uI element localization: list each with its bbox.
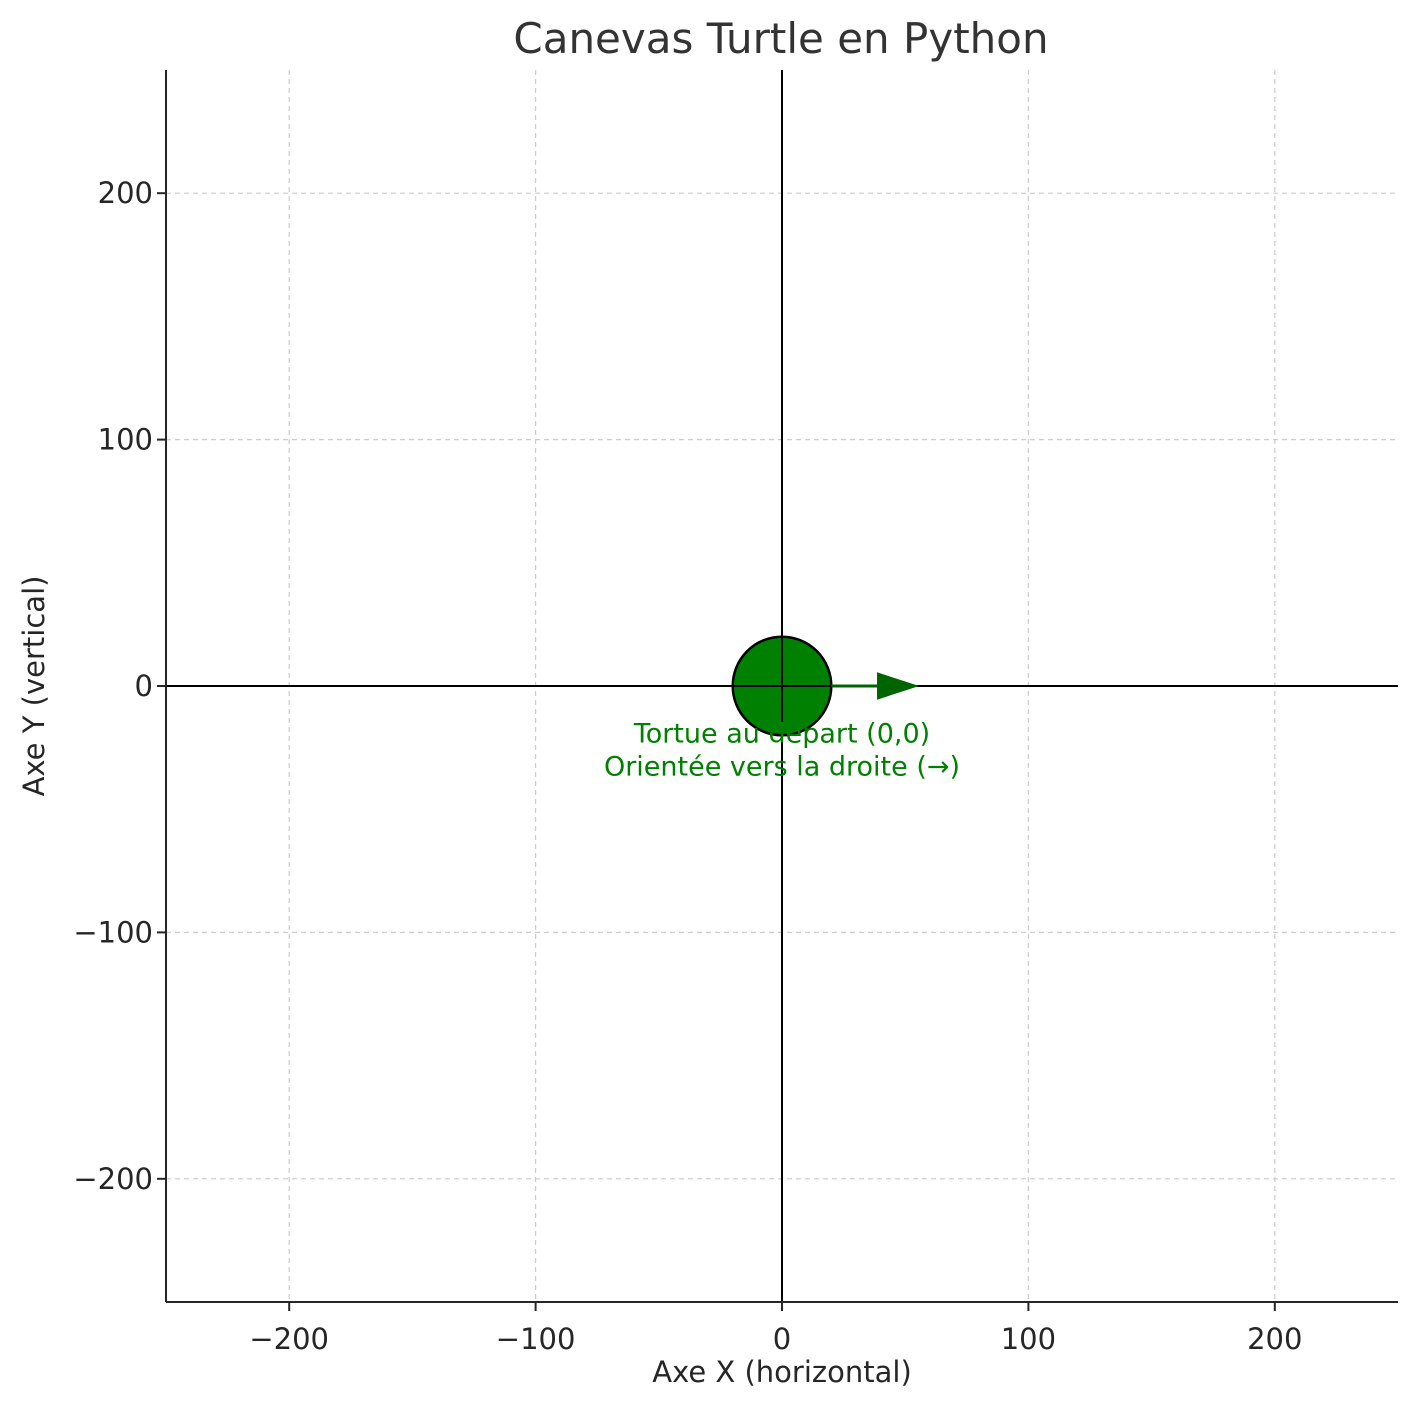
x-tick-label-3: 100: [1001, 1322, 1056, 1356]
y-tick-label-0: −200: [73, 1162, 153, 1196]
x-axis-label: Axe X (horizontal): [652, 1355, 912, 1389]
y-tick-label-4: 200: [98, 176, 153, 210]
x-tick-label-0: −200: [249, 1322, 329, 1356]
chart-title: Canevas Turtle en Python: [513, 14, 1048, 63]
x-tick-label-4: 200: [1247, 1322, 1302, 1356]
y-axis-ticks: −200 −100 0 100 200: [73, 176, 166, 1196]
annotation-line-2: Orientée vers la droite (→): [604, 752, 960, 783]
x-tick-label-2: 0: [773, 1322, 791, 1356]
y-tick-label-1: −100: [73, 915, 153, 949]
annotation-line-1: Tortue au départ (0,0): [633, 719, 930, 750]
heading-arrow-icon: [877, 672, 920, 700]
x-axis-ticks: −200 −100 0 100 200: [249, 1302, 1302, 1356]
y-tick-label-2: 0: [135, 669, 153, 703]
y-axis-label: Axe Y (vertical): [17, 576, 51, 797]
x-tick-label-1: −100: [496, 1322, 576, 1356]
turtle: [731, 635, 920, 737]
y-tick-label-3: 100: [98, 423, 153, 457]
